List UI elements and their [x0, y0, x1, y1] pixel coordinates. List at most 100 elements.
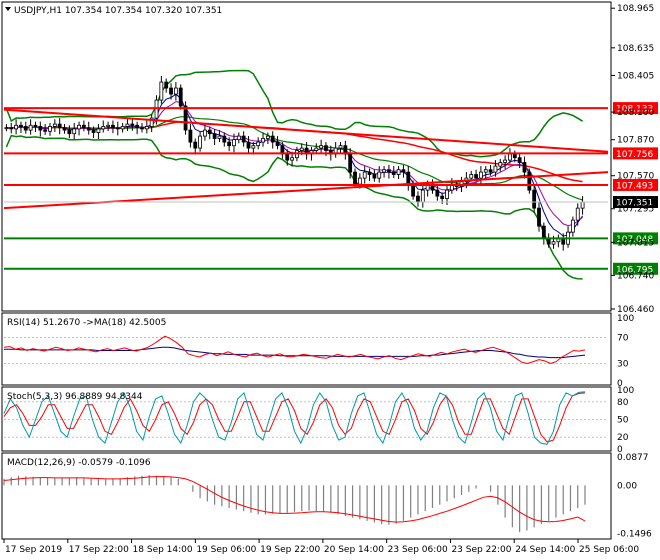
candle-body: [391, 171, 396, 175]
candle-body: [532, 189, 537, 209]
level-label: 108.133: [616, 105, 653, 115]
y-tick-label: 108.100: [617, 108, 654, 118]
candle-body: [338, 145, 343, 149]
macd-layer: [3, 474, 586, 533]
main-chart-layer: [3, 69, 609, 280]
candle-body: [130, 123, 135, 126]
rsi-tick-label: 30: [617, 360, 629, 370]
rsi-tick-label: 0: [617, 379, 623, 389]
candle-body: [72, 128, 77, 135]
candle-body: [372, 174, 377, 179]
candle-body: [469, 174, 474, 179]
candle-body: [416, 195, 420, 203]
level-label-bg: [613, 147, 658, 160]
candle-body: [169, 87, 173, 95]
candle-body: [251, 145, 256, 149]
candle-body: [275, 141, 280, 147]
x-tick-label: 18 Sep 14:00: [133, 545, 193, 555]
candle-body: [270, 135, 275, 143]
y-tick-label: 106.740: [617, 271, 654, 281]
candle-body: [159, 81, 164, 101]
macd-tick-label: 0.00: [617, 481, 637, 491]
candle-body: [236, 135, 241, 141]
candle-body: [4, 127, 9, 130]
candle-body: [241, 135, 246, 143]
candle-body: [43, 129, 48, 132]
main-title: USDJPY,H1 107.354 107.354 107.320 107.35…: [14, 6, 222, 16]
candle-body: [401, 169, 406, 173]
candle-body: [512, 153, 517, 159]
rsi-line: [3, 335, 586, 365]
candle-body: [285, 153, 290, 161]
candle-body: [570, 219, 575, 233]
macd-panel: [1, 452, 612, 540]
candle-body: [353, 171, 357, 185]
candle-body: [479, 171, 483, 179]
candle-body: [77, 124, 81, 130]
candle-body: [527, 171, 532, 191]
candle-body: [483, 169, 488, 173]
candle-body: [28, 124, 33, 131]
candle-body: [522, 162, 527, 173]
rsi-title: RSI(14) 51.2670 ->MA(18) 42.5005: [7, 318, 166, 328]
collapse-triangle-icon[interactable]: [5, 7, 11, 11]
candle-body: [551, 241, 556, 245]
x-tick-label: 23 Sep 06:00: [388, 545, 448, 555]
candle-body: [382, 169, 386, 173]
candle-body: [212, 133, 217, 139]
candle-body: [357, 177, 362, 185]
candle-body: [217, 135, 222, 139]
macd-tick-label: 0.0877: [617, 453, 649, 463]
candle-body: [203, 129, 207, 137]
candle-body: [314, 147, 319, 151]
rsi-tick-label: 100: [617, 314, 634, 324]
candle-body: [135, 124, 140, 129]
stoch-d-line: [3, 392, 586, 443]
candle-body: [503, 159, 508, 163]
candle-body: [261, 138, 265, 143]
current-price-label: 107.351: [616, 199, 653, 209]
x-tick-label: 19 Sep 06:00: [196, 545, 256, 555]
candle-body: [164, 81, 169, 89]
candle-body: [149, 117, 154, 127]
stoch-layer: [3, 391, 608, 445]
y-tick-label: 107.015: [617, 238, 654, 248]
candle-body: [435, 189, 440, 197]
macd-title: MACD(12,26,9) -0.0579 -0.1096: [7, 458, 151, 468]
x-tick-label: 25 Sep 06:00: [579, 545, 639, 555]
y-tick-label: 107.570: [617, 172, 654, 182]
y-tick-label: 108.405: [617, 71, 654, 81]
current-price-bg: [613, 196, 658, 209]
candle-body: [362, 171, 367, 179]
candle-body: [324, 145, 328, 151]
candle-body: [440, 195, 445, 199]
candle-body: [319, 145, 324, 149]
candle-body: [101, 126, 106, 130]
candle-body: [493, 165, 498, 173]
candle-body: [474, 174, 478, 179]
candle-body: [52, 123, 57, 127]
candle-body: [575, 207, 580, 221]
x-tick-label: 23 Sep 22:00: [451, 545, 511, 555]
stoch-tick-label: 0: [617, 445, 623, 455]
stoch-tick-label: 100: [617, 386, 634, 396]
level-label-bg: [613, 232, 658, 245]
y-tick-label: 108.635: [617, 44, 654, 54]
candle-body: [580, 201, 585, 209]
rsi-tick-label: 70: [617, 334, 629, 344]
candle-body: [19, 124, 23, 127]
candle-body: [183, 105, 188, 131]
candle-body: [14, 124, 19, 130]
candle-body: [115, 127, 120, 130]
candle-body: [508, 153, 512, 161]
level-label: 107.048: [616, 235, 653, 245]
candle-body: [387, 169, 391, 173]
stoch-title: Stoch(5,3,3) 96.8889 94.8344: [7, 392, 143, 402]
y-tick-label: 107.295: [617, 205, 654, 215]
candle-body: [188, 129, 193, 143]
candle-body: [377, 171, 382, 179]
candle-body: [517, 157, 522, 163]
y-tick-label: 108.965: [617, 4, 654, 14]
candle-body: [23, 126, 28, 131]
